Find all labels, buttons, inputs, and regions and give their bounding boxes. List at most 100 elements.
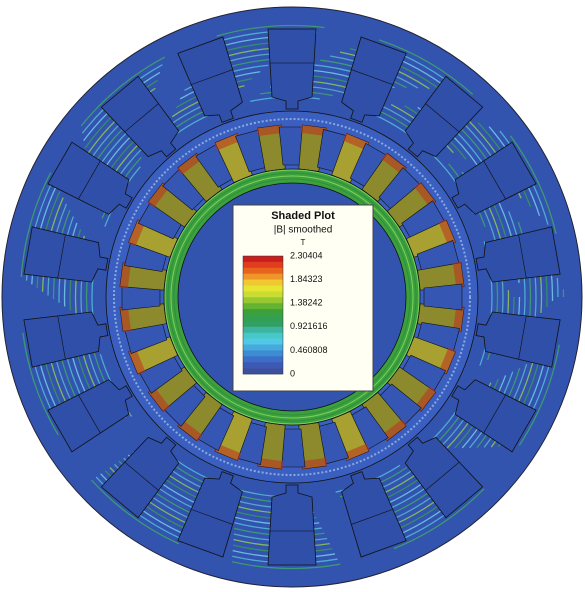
tooth-tip [147,181,170,208]
stator-slot [23,226,109,283]
legend-swatch [243,362,283,369]
stator-slot [451,379,537,453]
tooth-tip [342,443,370,461]
slot-divider [518,315,527,360]
tooth-tip [256,457,284,470]
slot-divider [191,69,233,85]
legend-swatch [243,356,283,363]
legend-swatch [243,256,283,263]
slot-divider [518,234,527,279]
legend: Shaded Plot |B| smoothed T 2.30404 1.8432… [232,204,374,392]
tooth-tip [300,124,328,137]
flux-line [19,24,565,570]
legend-subtitle: |B| smoothed [274,225,333,236]
stator-slot [47,141,133,215]
legend-swatch [243,285,283,292]
slot-divider [78,394,101,434]
tooth-tip [128,347,146,375]
tooth-tip [176,152,203,175]
legend-tick-label: 0.460808 [290,345,328,355]
slot-outline [177,471,243,558]
slot-divider [483,160,506,200]
legend-swatch [243,297,283,304]
stator-slot [404,436,484,519]
yoke-flux [170,175,414,419]
tooth-tip [176,419,203,442]
stator-slot [177,36,243,123]
tooth-tip [147,386,170,413]
slot-outline [267,484,317,566]
legend-tick-label: 0.921616 [290,321,328,331]
legend-swatch [243,368,283,375]
legend-swatch [243,344,283,351]
yoke-flux [173,178,411,416]
yoke-flux [164,169,420,425]
slot-divider [191,509,233,525]
legend-swatch [243,309,283,316]
slot-outline [404,436,484,519]
yoke-flux [167,172,417,422]
stator-slot [451,141,537,215]
legend-title: Shaded Plot [271,210,335,222]
stator-slot [475,226,561,283]
legend-swatch [243,338,283,345]
tooth-tip [342,133,370,151]
slot-outline [341,471,407,558]
tooth-tip [381,419,408,442]
legend-unit: T [301,238,306,247]
stator-slot [475,311,561,368]
rotor-slot-outline [423,283,463,311]
legend-tick-label: 0 [290,368,295,378]
slot-divider [124,103,159,133]
stator-slot [341,471,407,558]
stator-slot [177,471,243,558]
slot-outline [100,75,180,158]
air-gap [113,118,471,476]
stator-slot [100,75,180,158]
slot-outline [267,28,317,110]
legend-swatch [243,315,283,322]
stator-slot [23,311,109,368]
stator-slot [341,36,407,123]
stator-slot [404,75,484,158]
legend-swatch [243,320,283,328]
slot-divider [425,103,460,133]
legend-swatch [243,291,283,298]
legend-tick-label: 1.84323 [290,274,323,284]
legend-swatch [243,303,283,310]
tooth-tip [381,152,408,175]
slot-divider [351,509,393,525]
slot-divider [425,461,460,491]
legend-swatch [243,261,283,269]
legend-swatch [243,332,283,339]
rotor-tooth [256,124,286,172]
slot-outline [100,436,180,519]
rotor-tooth [417,261,465,291]
tooth-tip [452,261,465,289]
tooth-tip [214,443,242,461]
slot-divider [57,234,66,279]
slot-outline [475,226,561,283]
slot-divider [124,461,159,491]
tooth-tip [438,347,456,375]
tooth-tip [452,305,465,333]
legend-swatch [243,350,283,357]
tooth-tip [119,305,132,333]
tooth-tip [414,181,437,208]
slot-outline [23,311,109,368]
rotor-tooth [119,303,167,333]
legend-bar-outline [242,255,284,375]
stator-slot [100,436,180,519]
slot-divider [351,69,393,85]
tooth-tip [256,124,284,137]
tooth-tip [214,133,242,151]
rotor-slot [423,283,463,311]
slot-divider [78,160,101,200]
slot-outline [177,36,243,123]
legend-swatch [243,326,283,333]
tooth-tip [438,219,456,247]
tooth-tip [414,386,437,413]
legend-swatch [243,273,283,280]
slot-outline [475,311,561,368]
